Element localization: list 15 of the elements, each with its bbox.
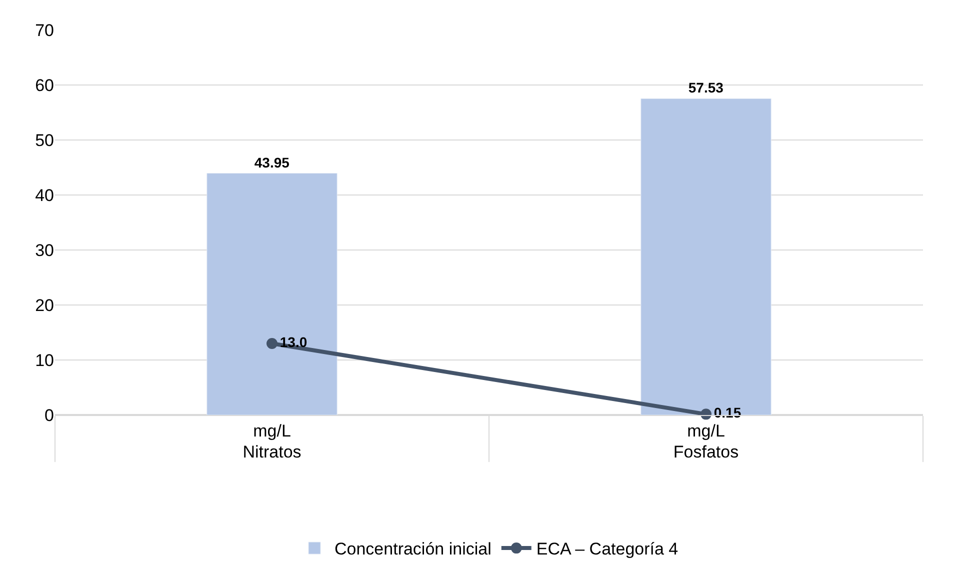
y-tick-label: 10	[35, 350, 54, 370]
y-tick-label: 70	[35, 20, 54, 40]
y-tick-label: 40	[35, 186, 54, 205]
y-tick-label: 0	[44, 406, 54, 425]
data-label: 13.0	[280, 334, 308, 350]
category-label: mg/L Fosfatos	[673, 421, 739, 462]
data-label: 43.95	[254, 154, 290, 170]
legend-label: ECA – Categoría 4	[536, 540, 678, 559]
y-tick-label: 50	[35, 130, 54, 150]
category-label: mg/L Nitratos	[242, 421, 302, 462]
y-tick-label: 20	[35, 296, 54, 315]
y-tick-label: 60	[35, 76, 54, 95]
y-tick-label: 30	[35, 240, 54, 260]
legend-label: Concentración inicial	[334, 540, 492, 559]
data-label: 57.53	[688, 80, 724, 96]
